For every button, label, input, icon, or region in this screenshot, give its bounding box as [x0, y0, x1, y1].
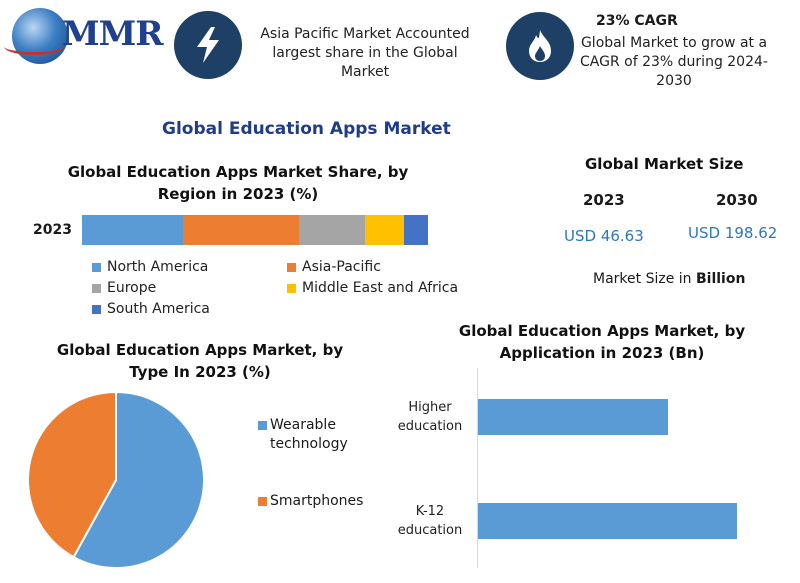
bar-higher-education: [478, 399, 669, 435]
chart-title-line: Global Education Apps Market Share, by: [67, 163, 409, 181]
category-label-line: Higher: [408, 400, 452, 415]
legend-item-south-america: South America: [92, 301, 210, 317]
application-chart-title: Global Education Apps Market, by Applica…: [452, 320, 752, 364]
region-chart-title: Global Education Apps Market Share, by R…: [60, 161, 416, 205]
market-size-note-unit: Billion: [695, 271, 746, 287]
highlight-asia-pacific: Asia Pacific Market Accounted largest sh…: [248, 25, 482, 82]
legend-label-line: technology: [270, 436, 348, 452]
category-label-line: K-12: [415, 504, 445, 519]
highlight-line: Market: [340, 64, 390, 80]
logo-swoosh: [4, 38, 64, 55]
legend-swatch: [287, 283, 296, 293]
legend-label: South America: [107, 301, 210, 317]
market-size-value-2023: USD 46.63: [564, 227, 644, 245]
chart-title-line: Global Education Apps Market, by: [56, 341, 344, 359]
bar-segment-europe: [298, 215, 366, 245]
legend-label: Asia-Pacific: [302, 259, 381, 275]
highlight-line: largest share in the Global: [272, 45, 458, 61]
legend-swatch: [287, 262, 296, 272]
bar-segment-asia-pacific: [183, 215, 299, 245]
legend-item-smartphones: Smartphones: [258, 492, 363, 511]
chart-title-line: Application in 2023 (Bn): [499, 344, 705, 362]
bar-k12-education: [478, 503, 737, 539]
category-label-higher-education: Higher education: [386, 398, 474, 436]
type-chart-title: Global Education Apps Market, by Type In…: [40, 339, 360, 383]
legend-item-europe: Europe: [92, 280, 156, 296]
highlight-line: 2030: [656, 73, 692, 89]
highlight-line: Asia Pacific Market Accounted: [260, 26, 470, 42]
legend-swatch: [92, 262, 101, 272]
market-size-note: Market Size in Billion: [593, 271, 745, 287]
legend-item-asia-pacific: Asia-Pacific: [287, 259, 381, 275]
type-pie-chart: [27, 390, 205, 569]
legend-item-wearable: Wearable technology: [258, 416, 348, 454]
lightning-icon: [174, 11, 242, 79]
legend-label: Wearable technology: [258, 416, 348, 454]
legend-swatch: [258, 421, 267, 430]
category-label-line: education: [397, 523, 463, 538]
mmr-logo: MMR: [4, 4, 164, 66]
logo-text: MMR: [62, 14, 164, 54]
region-stacked-bar: [82, 215, 428, 245]
category-label-line: education: [397, 419, 463, 434]
legend-swatch: [92, 304, 101, 314]
highlight-line: Global Market to grow at a: [580, 35, 768, 51]
market-size-year-2030: 2030: [716, 191, 758, 209]
legend-label: North America: [107, 259, 209, 275]
bar-segment-middle-east-africa: [365, 215, 404, 245]
globe-icon: [12, 8, 68, 64]
chart-title-line: Region in 2023 (%): [157, 185, 319, 203]
bar-segment-south-america: [403, 215, 428, 245]
highlight-line: CAGR of 23% during 2024-: [580, 54, 768, 70]
region-bar-category-label: 2023: [33, 222, 72, 238]
pie-slice-smartphones: [27, 390, 117, 559]
market-size-note-prefix: Market Size in: [593, 271, 696, 287]
legend-label: Smartphones: [270, 493, 364, 509]
main-title: Global Education Apps Market: [162, 119, 451, 139]
market-size-title: Global Market Size: [585, 155, 744, 173]
chart-title-line: Type In 2023 (%): [129, 363, 271, 381]
application-axis-line: [477, 368, 478, 568]
bar-segment-north-america: [82, 215, 184, 245]
category-label-k12-education: K-12 education: [386, 502, 474, 540]
market-size-year-2023: 2023: [583, 191, 625, 209]
legend-item-middle-east-africa: Middle East and Africa: [287, 280, 458, 296]
legend-label: Middle East and Africa: [302, 280, 459, 296]
cagr-title: 23% CAGR: [596, 13, 678, 29]
legend-label-line: Wearable: [270, 417, 336, 433]
legend-swatch: [258, 497, 267, 506]
legend-swatch: [92, 283, 101, 293]
chart-title-line: Global Education Apps Market, by: [458, 322, 746, 340]
highlight-cagr: Global Market to grow at a CAGR of 23% d…: [576, 34, 772, 91]
market-size-value-2030: USD 198.62: [688, 224, 778, 242]
legend-item-north-america: North America: [92, 259, 208, 275]
legend-label: Europe: [107, 280, 157, 296]
flame-icon: [506, 12, 574, 80]
pie-slice-wearable-technology: [72, 390, 205, 569]
